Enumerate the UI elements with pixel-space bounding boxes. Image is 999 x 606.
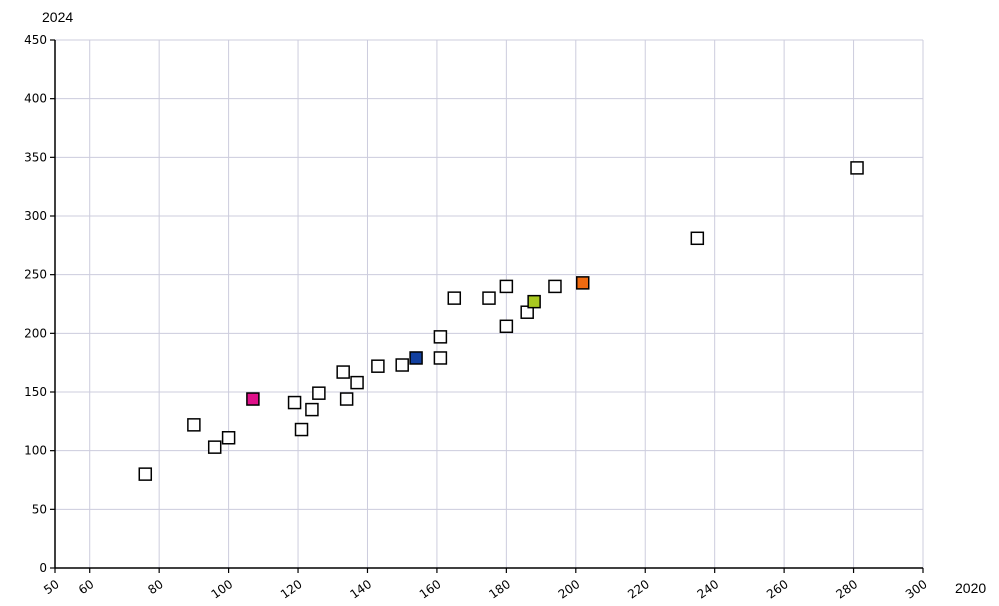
x-tick-label: 260 [764, 577, 791, 602]
tick-labels-layer: 50 60 80 100 120 140 160 180 200 220 240 260 280 300 0… [24, 33, 930, 602]
data-point [305, 402, 319, 417]
data-point [482, 291, 496, 305]
data-point [221, 431, 236, 445]
data-point [850, 161, 864, 175]
y-tick-label: 200 [24, 326, 47, 340]
x-tick-label: 200 [556, 577, 583, 602]
highlighted-data-point [575, 276, 590, 290]
x-tick-label: 160 [417, 577, 444, 602]
data-point [447, 291, 462, 305]
x-tick-label: 220 [625, 577, 652, 602]
data-points-layer [138, 161, 864, 481]
data-point [690, 231, 705, 246]
data-point [187, 418, 201, 432]
data-point [499, 319, 514, 334]
data-point [287, 395, 302, 410]
x-axis-label: 2020 [955, 580, 987, 596]
data-point [433, 330, 448, 344]
data-point [433, 351, 448, 365]
y-tick-label: 0 [39, 561, 47, 575]
y-tick-label: 100 [24, 444, 47, 458]
x-tick-label: 300 [903, 577, 930, 602]
y-tick-label: 250 [24, 268, 47, 282]
y-tick-label: 50 [32, 502, 47, 516]
x-tick-label: 180 [486, 577, 513, 602]
x-tick-label: 60 [76, 577, 97, 597]
data-point [339, 392, 354, 406]
data-point [371, 359, 385, 373]
data-point [138, 467, 153, 481]
x-tick-label: 120 [278, 577, 305, 602]
data-point [499, 279, 514, 294]
x-tick-label: 240 [695, 577, 722, 602]
data-point [350, 375, 364, 390]
y-tick-label: 300 [24, 209, 47, 223]
y-tick-label: 350 [24, 150, 47, 164]
axes-layer [50, 39, 924, 573]
x-tick-label: 280 [833, 577, 860, 602]
x-tick-label: 50 [41, 577, 62, 597]
data-point [207, 440, 222, 454]
data-point [520, 305, 534, 319]
data-point [395, 358, 409, 372]
y-tick-label: 450 [24, 33, 47, 47]
highlighted-data-point [246, 392, 260, 406]
y-axis-label: 2024 [42, 9, 74, 25]
highlighted-data-point [527, 294, 541, 309]
grid-layer [55, 39, 924, 568]
x-tick-label: 100 [209, 577, 236, 602]
data-point [294, 422, 309, 437]
data-point [312, 386, 326, 400]
y-tick-label: 150 [24, 385, 47, 399]
x-tick-label: 80 [145, 577, 166, 597]
highlighted-data-point [409, 351, 423, 365]
data-point [548, 279, 562, 294]
data-point [336, 365, 350, 379]
y-tick-label: 400 [24, 92, 47, 106]
x-tick-label: 140 [347, 577, 374, 602]
